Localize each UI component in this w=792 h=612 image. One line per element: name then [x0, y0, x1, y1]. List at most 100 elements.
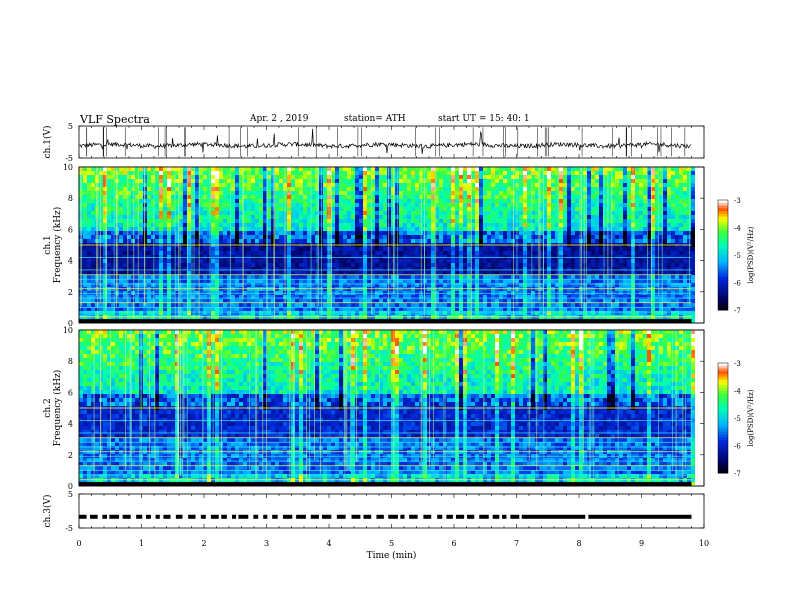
colorbar-cell [718, 227, 728, 231]
ch3-pulse [263, 514, 268, 519]
ch3-pulse [253, 514, 259, 519]
colorbar-cell [718, 398, 728, 402]
ch3-pulse [296, 514, 306, 519]
ch3-pulse [437, 514, 443, 519]
ch3-pulse [155, 514, 160, 519]
colorbar-cell [718, 235, 728, 239]
colorbar-cell [718, 244, 728, 248]
ch3-pulse [90, 514, 98, 519]
ch3-pulse [163, 514, 171, 519]
ch3-pulse [336, 514, 346, 519]
y-tick-label: 5 [68, 122, 73, 131]
colorbar-cell [718, 368, 728, 372]
colorbar-cell [718, 290, 728, 294]
colorbar-cell [718, 429, 728, 433]
colorbar-cell [718, 268, 728, 272]
colorbar-cell [718, 288, 728, 292]
ch3-pulse [102, 514, 108, 519]
colorbar-cell [718, 211, 728, 215]
y-tick-label: 8 [68, 357, 73, 366]
y-tick-label: 4 [68, 420, 73, 429]
x-axis-label: Time (min) [367, 550, 417, 561]
y-tick-label: 0 [68, 482, 73, 491]
spectrogram-1 [79, 167, 695, 323]
ch3-pulse [376, 514, 384, 519]
colorbar-tick-label: -7 [734, 307, 741, 315]
colorbar-cell [718, 260, 728, 264]
colorbar-cell [718, 252, 728, 256]
x-tick-label: 9 [639, 539, 644, 548]
ch3-pulse [492, 514, 500, 519]
colorbar-cell [718, 376, 728, 380]
colorbar-frame [717, 362, 729, 474]
colorbar-cell [718, 467, 728, 471]
colorbar-cell [718, 371, 728, 375]
colorbar-cell [718, 374, 728, 378]
colorbar-cell [718, 304, 728, 308]
colorbar-cell [718, 404, 728, 408]
colorbar-cell [718, 299, 728, 303]
colorbar-cell [718, 205, 728, 209]
y-tick-label: 6 [68, 225, 73, 234]
colorbar-cell [718, 233, 728, 237]
y-tick-label: 10 [63, 326, 73, 335]
ch3-pulse [175, 514, 183, 519]
panel-frame-top [78, 329, 705, 487]
x-tick-label: 4 [326, 539, 331, 548]
colorbar-cell [718, 431, 728, 435]
ch3-pulse [321, 514, 332, 519]
x-tick-label: 2 [201, 539, 206, 548]
colorbar-cell [718, 387, 728, 391]
colorbar-cell [718, 442, 728, 446]
y-axis-label: Frequency (kHz) [52, 207, 63, 284]
colorbar-cell [718, 426, 728, 430]
colorbar-tick-label: -6 [734, 280, 741, 288]
colorbar-cell [718, 293, 728, 297]
ch3-pulse [502, 514, 507, 519]
x-tick-label: 8 [576, 539, 581, 548]
colorbar-cell [718, 230, 728, 234]
ch3-pulse [588, 514, 692, 519]
x-tick-label: 7 [514, 539, 519, 548]
ch3-pulse [231, 514, 237, 519]
x-tick-label: 6 [451, 539, 456, 548]
colorbar-cell [718, 249, 728, 253]
colorbar-cell [718, 462, 728, 466]
ch3-pulse [455, 514, 465, 519]
ch3-pulse [467, 514, 475, 519]
colorbar-cell [718, 415, 728, 419]
colorbar-cell [718, 445, 728, 449]
colorbar-cell [718, 301, 728, 305]
date-label: Apr. 2 , 2019 [250, 114, 309, 124]
y-axis-label: ch.3(V) [42, 495, 53, 528]
colorbar-cell [718, 464, 728, 468]
colorbar-cell [718, 307, 728, 311]
ch3-pulse [423, 514, 432, 519]
colorbar-tick-label: -7 [734, 470, 741, 478]
colorbar-cell [718, 451, 728, 455]
low-freq-band [79, 319, 692, 323]
ch3-pulse [521, 514, 529, 519]
colorbar-tick-label: -3 [734, 360, 741, 368]
ch3-pulse [479, 514, 489, 519]
figure-title: VLF Spectra [80, 113, 150, 126]
colorbar-cell [718, 219, 728, 223]
colorbar-cell [718, 418, 728, 422]
ch3-pulse [529, 514, 586, 519]
ch3-pulse [145, 514, 151, 519]
colorbar-cell [718, 222, 728, 226]
y-tick-label: 2 [68, 288, 73, 297]
colorbar-cell [718, 382, 728, 386]
y-tick-label: 0 [68, 319, 73, 328]
panel-frame-top [78, 166, 705, 324]
ch3-pulse [400, 514, 405, 519]
spectrogram-2 [79, 330, 695, 486]
colorbar-cell [718, 266, 728, 270]
ch3-pulse [282, 514, 293, 519]
ch3-pulse [272, 514, 278, 519]
ch3-pulse [200, 514, 206, 519]
station-label: station= ATH [344, 114, 406, 124]
ch3-pulse [363, 514, 372, 519]
colorbar-tick-label: -6 [734, 443, 741, 451]
